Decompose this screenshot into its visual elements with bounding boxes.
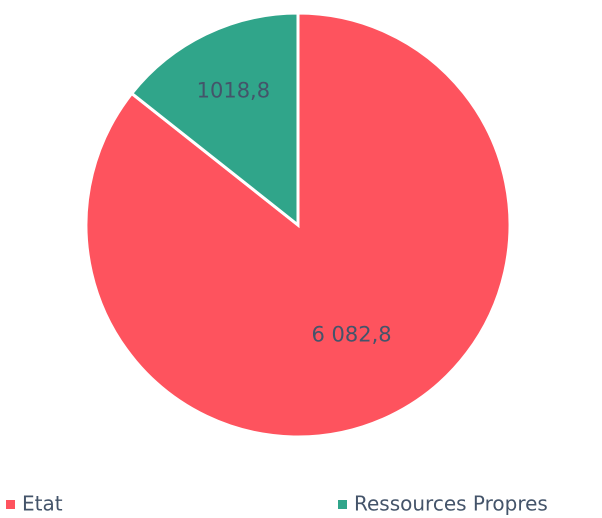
pie-slice (84, 11, 512, 439)
data-label: 6 082,8 (311, 323, 391, 347)
legend-label: Ressources Propres (354, 492, 548, 516)
legend-marker (6, 500, 15, 509)
data-label: 1018,8 (197, 78, 270, 102)
legend-label: Etat (22, 492, 63, 516)
legend-marker (338, 500, 347, 509)
pie-slice (129, 11, 300, 229)
